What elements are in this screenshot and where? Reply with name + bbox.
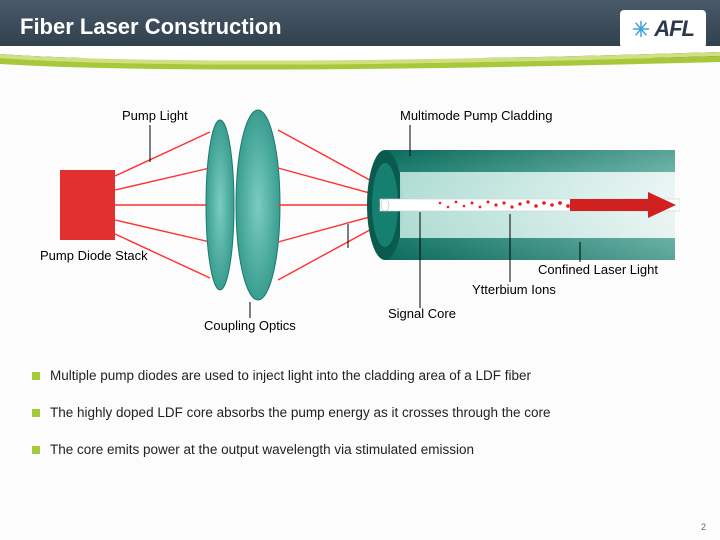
diagram-svg <box>40 90 680 340</box>
bullet-text: The highly doped LDF core absorbs the pu… <box>50 405 551 420</box>
label-confined-laser-light: Confined Laser Light <box>538 262 658 277</box>
bullet-item: The highly doped LDF core absorbs the pu… <box>32 405 688 420</box>
logo: AFL <box>620 10 706 48</box>
pump-diode-rect <box>60 170 115 240</box>
fiber-laser-diagram: Pump Light Pump Diode Stack Coupling Opt… <box>40 90 680 340</box>
slide-title: Fiber Laser Construction <box>20 14 282 40</box>
page-number: 2 <box>701 522 706 532</box>
label-pump-diode-stack: Pump Diode Stack <box>40 248 148 263</box>
lens-2 <box>236 110 280 300</box>
bullet-text: The core emits power at the output wavel… <box>50 442 474 457</box>
bullet-marker-icon <box>32 372 40 380</box>
lens-1 <box>206 120 234 290</box>
bullet-item: Multiple pump diodes are used to inject … <box>32 368 688 383</box>
label-multimode-pump-cladding: Multimode Pump Cladding <box>400 108 552 123</box>
bullet-marker-icon <box>32 446 40 454</box>
bullet-marker-icon <box>32 409 40 417</box>
label-ytterbium-ions: Ytterbium Ions <box>472 282 556 297</box>
label-pump-light: Pump Light <box>122 108 188 123</box>
bullet-text: Multiple pump diodes are used to inject … <box>50 368 531 383</box>
logo-burst-icon <box>632 20 650 38</box>
bullet-list: Multiple pump diodes are used to inject … <box>32 368 688 479</box>
label-signal-core: Signal Core <box>388 306 456 321</box>
header-swoosh <box>0 46 720 76</box>
logo-text: AFL <box>654 16 694 42</box>
label-coupling-optics: Coupling Optics <box>204 318 296 333</box>
bullet-item: The core emits power at the output wavel… <box>32 442 688 457</box>
